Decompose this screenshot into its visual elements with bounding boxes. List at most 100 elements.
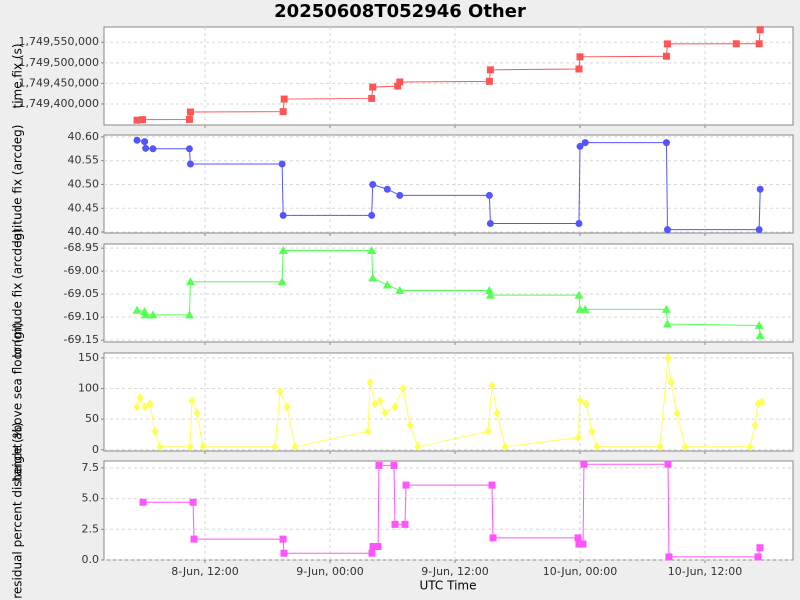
marker xyxy=(141,310,151,319)
marker xyxy=(368,273,378,282)
marker xyxy=(732,40,740,48)
marker xyxy=(271,442,279,452)
chart-title: 20250608T052946 Other xyxy=(274,1,526,22)
marker xyxy=(136,393,144,403)
y-axis-label: latitude fix (arcdeg) xyxy=(11,125,25,244)
marker xyxy=(394,82,402,90)
marker xyxy=(662,52,670,60)
marker xyxy=(399,384,407,394)
marker xyxy=(593,442,601,452)
y-tick-label: -69.00 xyxy=(64,264,99,277)
marker xyxy=(751,420,759,430)
y-tick-label: 40.45 xyxy=(68,201,100,214)
marker xyxy=(575,219,583,227)
x-axis-label: UTC Time xyxy=(420,579,477,593)
y-tick-label: 40.60 xyxy=(68,130,100,143)
marker xyxy=(681,442,689,452)
marker xyxy=(369,180,377,188)
marker xyxy=(493,408,501,418)
y-tick-label: -68.95 xyxy=(64,241,99,254)
y-tick-label: 150 xyxy=(78,351,99,364)
marker xyxy=(756,26,764,34)
marker xyxy=(574,290,584,299)
marker xyxy=(501,442,509,452)
marker xyxy=(291,442,299,452)
marker xyxy=(139,116,147,124)
marker xyxy=(656,442,664,452)
y-axis-label: height above sea floor (m) xyxy=(11,322,25,482)
marker xyxy=(185,277,195,286)
marker xyxy=(149,145,157,153)
marker xyxy=(185,145,193,153)
marker xyxy=(279,108,287,116)
marker xyxy=(579,540,587,548)
marker xyxy=(395,285,405,294)
marker xyxy=(574,433,582,443)
marker xyxy=(755,40,763,48)
marker xyxy=(662,139,670,147)
x-tick-label: 10-Jun, 00:00 xyxy=(543,565,617,578)
marker xyxy=(151,426,159,436)
marker xyxy=(396,191,404,199)
marker xyxy=(186,160,194,168)
marker xyxy=(148,310,158,319)
marker xyxy=(755,226,763,234)
y-tick-label: -69.15 xyxy=(64,333,99,346)
y-tick-label: 0.0 xyxy=(82,553,100,566)
marker xyxy=(576,396,584,406)
marker xyxy=(280,95,288,103)
marker xyxy=(580,304,590,313)
marker xyxy=(758,397,766,407)
marker xyxy=(368,94,376,102)
y-axis-label: time fix (s) xyxy=(11,43,25,108)
marker xyxy=(369,83,377,91)
marker xyxy=(665,553,673,561)
marker xyxy=(366,377,374,387)
marker xyxy=(133,116,141,124)
y-axis-label: residual percent distance (%) xyxy=(11,422,25,599)
plot-area xyxy=(103,460,794,561)
y-tick-label: 40.55 xyxy=(68,154,100,167)
marker xyxy=(374,542,382,550)
marker xyxy=(576,142,584,150)
marker xyxy=(485,77,493,85)
marker xyxy=(375,461,383,469)
marker xyxy=(133,136,141,144)
marker xyxy=(199,442,207,452)
plot-area xyxy=(103,352,794,452)
marker xyxy=(277,277,287,286)
marker xyxy=(484,285,494,294)
marker xyxy=(484,426,492,436)
marker xyxy=(142,144,150,152)
marker xyxy=(132,305,142,314)
marker xyxy=(755,331,765,340)
y-tick-label: 100 xyxy=(78,382,99,395)
marker xyxy=(278,160,286,168)
marker xyxy=(489,534,497,542)
marker xyxy=(667,377,675,387)
x-tick-label: 9-Jun, 00:00 xyxy=(296,565,363,578)
y-axis-label: longitude fix (arcdeg) xyxy=(11,228,25,357)
marker xyxy=(486,66,494,74)
marker xyxy=(581,139,589,147)
x-tick-label: 8-Jun, 12:00 xyxy=(171,565,238,578)
marker xyxy=(186,442,194,452)
marker xyxy=(414,442,422,452)
marker xyxy=(486,219,494,227)
marker xyxy=(396,78,404,86)
x-tick-label: 9-Jun, 12:00 xyxy=(421,565,488,578)
marker xyxy=(390,461,398,469)
marker xyxy=(369,542,377,550)
marker xyxy=(133,402,141,412)
marker xyxy=(582,399,590,409)
marker xyxy=(184,310,194,319)
marker xyxy=(371,399,379,409)
marker xyxy=(279,211,287,219)
marker xyxy=(156,442,164,452)
marker xyxy=(576,53,584,61)
marker xyxy=(383,185,391,193)
marker xyxy=(580,460,588,468)
y-tick-label: -69.05 xyxy=(64,287,99,300)
marker xyxy=(754,320,764,329)
